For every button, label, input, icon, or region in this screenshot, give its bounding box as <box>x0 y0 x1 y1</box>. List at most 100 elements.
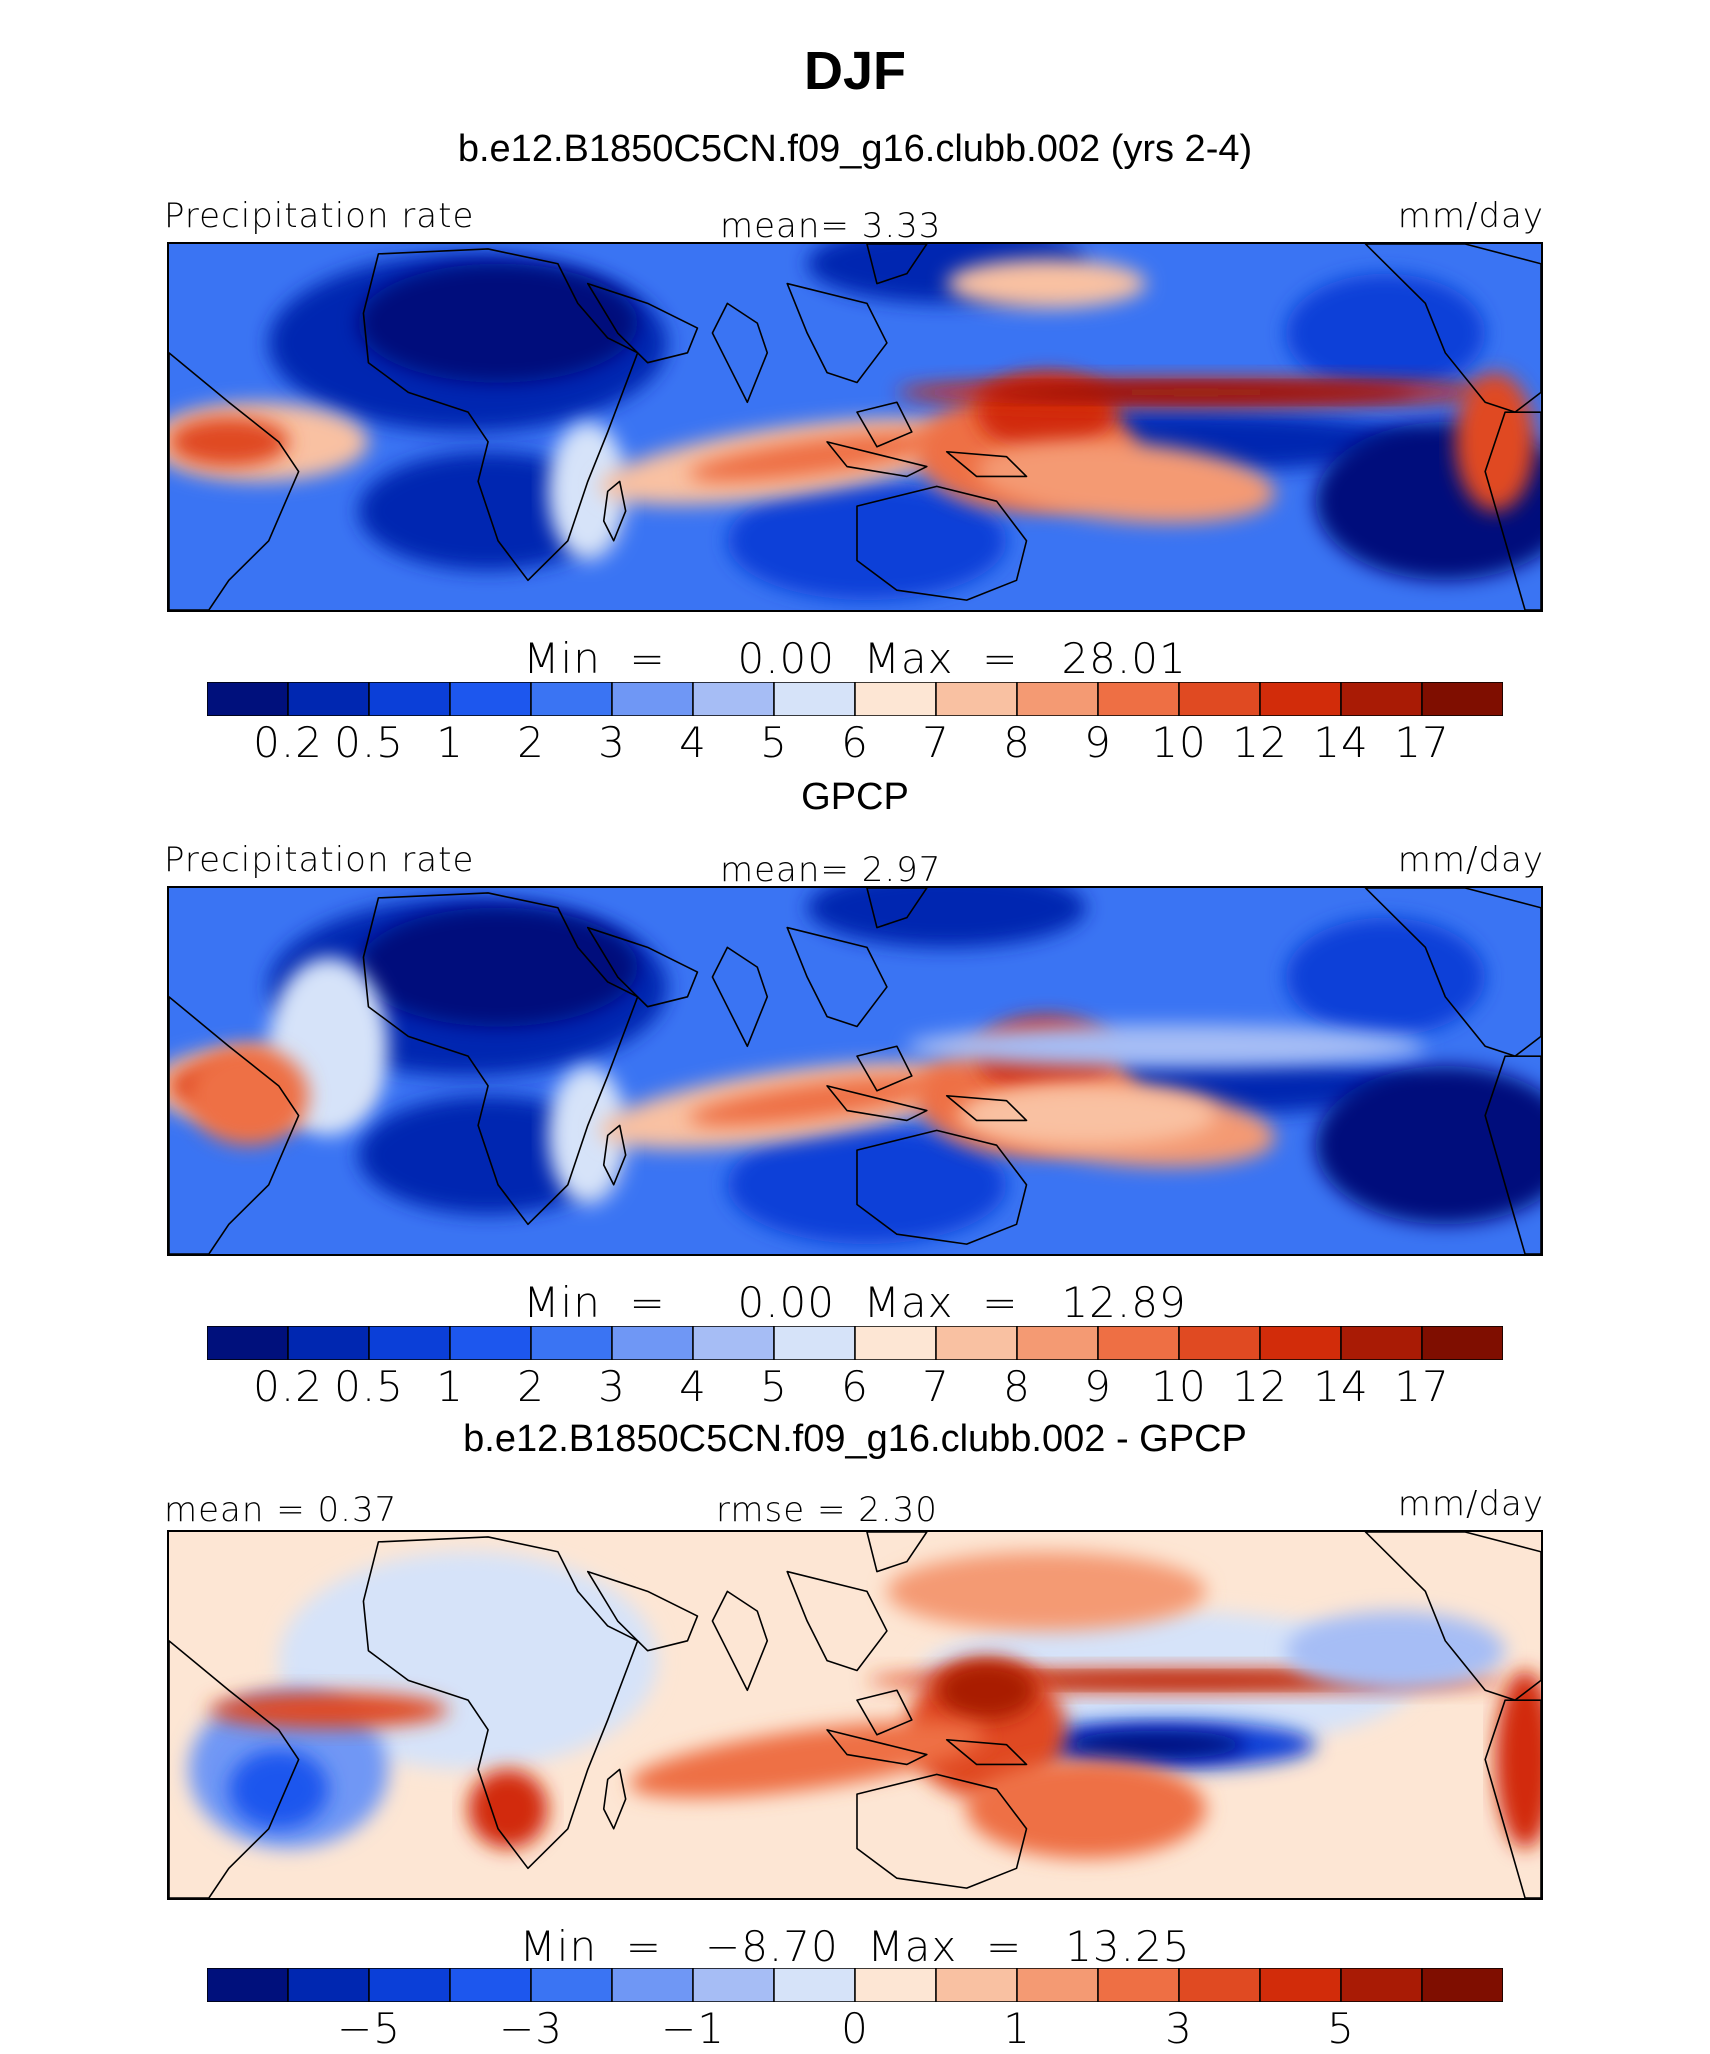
colorbar-box <box>287 1326 370 1360</box>
colorbar-box <box>449 1968 532 2002</box>
colorbar-tick-label: 9 <box>1084 718 1112 767</box>
colorbar-tick-label: 12 <box>1232 1362 1288 1411</box>
colorbar-tick-label: 4 <box>679 1362 707 1411</box>
colorbar-tick-label: 14 <box>1313 1362 1369 1411</box>
panel-2-colorbar-ticks: 0.2 0.5 1 2 3 4 5 6 7 8 9 10 12 14 17 <box>207 1362 1503 1412</box>
colorbar-tick-label: 5 <box>760 1362 788 1411</box>
panel-1-colorbar-ticks: 0.2 0.5 1 2 3 4 5 6 7 8 9 10 12 14 17 <box>207 718 1503 768</box>
colorbar-box <box>611 1326 694 1360</box>
colorbar-box <box>368 1968 451 2002</box>
colorbar-tick-label: 10 <box>1151 718 1207 767</box>
panel-1-map <box>167 242 1543 612</box>
panel-2-title: GPCP <box>801 776 909 818</box>
colorbar-box <box>935 682 1018 716</box>
panel-1-center-label: mean= 3.33 <box>720 206 942 246</box>
colorbar-box <box>207 682 289 716</box>
colorbar-tick-label: 0 <box>841 2004 869 2053</box>
panel-2-units: mm/day <box>1397 840 1544 880</box>
colorbar-box <box>449 1326 532 1360</box>
panel-1-units: mm/day <box>1397 196 1544 236</box>
colorbar-tick-label: 9 <box>1084 1362 1112 1411</box>
colorbar-tick-label: 2 <box>517 1362 545 1411</box>
colorbar-box <box>1016 1326 1099 1360</box>
colorbar-tick-label: 17 <box>1394 718 1450 767</box>
colorbar-box <box>1340 1968 1423 2002</box>
colorbar-box <box>1259 682 1342 716</box>
panel-2-left-label: Precipitation rate <box>164 840 475 880</box>
colorbar-tick-label: 12 <box>1232 718 1288 767</box>
colorbar-tick-label: −3 <box>499 2004 563 2053</box>
panel-2-map <box>167 886 1543 1256</box>
colorbar-box <box>1097 1968 1180 2002</box>
figure-title: DJF <box>803 41 906 101</box>
colorbar-box <box>692 1968 775 2002</box>
colorbar-box <box>207 1326 289 1360</box>
panel-3-colorbar-ticks: −5 −3 −1 0 1 3 5 <box>207 2004 1503 2054</box>
colorbar-tick-label: 14 <box>1313 718 1369 767</box>
colorbar-tick-label: 2 <box>517 718 545 767</box>
colorbar-box <box>530 1326 613 1360</box>
colorbar-box <box>854 1326 937 1360</box>
colorbar-box <box>935 1968 1018 2002</box>
colorbar-tick-label: 6 <box>841 718 869 767</box>
colorbar-tick-label: 3 <box>598 718 626 767</box>
panel-3-left-label: mean = 0.37 <box>164 1490 398 1530</box>
colorbar-tick-label: 1 <box>436 1362 464 1411</box>
panel-3-center-label: rmse = 2.30 <box>716 1490 938 1530</box>
panel-1-colorbar <box>207 682 1503 716</box>
colorbar-box <box>287 1968 370 2002</box>
panel-3-units: mm/day <box>1397 1484 1544 1524</box>
panel-3-map <box>167 1530 1543 1900</box>
colorbar-tick-label: 7 <box>922 1362 950 1411</box>
colorbar-box <box>1421 682 1503 716</box>
panel-3-title: b.e12.B1850C5CN.f09_g16.clubb.002 - GPCP <box>463 1418 1247 1460</box>
colorbar-box <box>854 1968 937 2002</box>
colorbar-tick-label: 0.5 <box>334 1362 404 1411</box>
colorbar-tick-label: 5 <box>1327 2004 1355 2053</box>
panel-2-stats: Min = 0.00 Max = 12.89 <box>523 1278 1187 1327</box>
colorbar-box <box>1016 1968 1099 2002</box>
colorbar-box <box>935 1326 1018 1360</box>
colorbar-box <box>854 682 937 716</box>
colorbar-tick-label: 3 <box>598 1362 626 1411</box>
colorbar-box <box>692 1326 775 1360</box>
colorbar-tick-label: 5 <box>760 718 788 767</box>
colorbar-box <box>530 682 613 716</box>
colorbar-tick-label: 10 <box>1151 1362 1207 1411</box>
colorbar-tick-label: 0.2 <box>253 718 323 767</box>
panel-2-center-label: mean= 2.97 <box>720 850 942 890</box>
colorbar-box <box>449 682 532 716</box>
colorbar-tick-label: 17 <box>1394 1362 1450 1411</box>
panel-3-colorbar <box>207 1968 1503 2002</box>
colorbar-tick-label: 0.5 <box>334 718 404 767</box>
colorbar-box <box>1340 1326 1423 1360</box>
colorbar-box <box>1097 682 1180 716</box>
colorbar-tick-label: 0.2 <box>253 1362 323 1411</box>
colorbar-box <box>1097 1326 1180 1360</box>
colorbar-box <box>368 1326 451 1360</box>
colorbar-box <box>1259 1326 1342 1360</box>
colorbar-box <box>368 682 451 716</box>
colorbar-box <box>692 682 775 716</box>
colorbar-tick-label: −1 <box>661 2004 725 2053</box>
colorbar-tick-label: 6 <box>841 1362 869 1411</box>
colorbar-tick-label: 8 <box>1003 1362 1031 1411</box>
colorbar-box <box>611 1968 694 2002</box>
colorbar-tick-label: 3 <box>1165 2004 1193 2053</box>
colorbar-box <box>530 1968 613 2002</box>
colorbar-box <box>773 1968 856 2002</box>
colorbar-tick-label: 7 <box>922 718 950 767</box>
colorbar-box <box>611 682 694 716</box>
panel-1-left-label: Precipitation rate <box>164 196 475 236</box>
colorbar-box <box>1259 1968 1342 2002</box>
colorbar-tick-label: −5 <box>337 2004 401 2053</box>
colorbar-box <box>1421 1326 1503 1360</box>
colorbar-tick-label: 8 <box>1003 718 1031 767</box>
colorbar-box <box>1178 682 1261 716</box>
colorbar-tick-label: 1 <box>436 718 464 767</box>
colorbar-box <box>1016 682 1099 716</box>
colorbar-box <box>207 1968 289 2002</box>
colorbar-box <box>773 1326 856 1360</box>
colorbar-box <box>287 682 370 716</box>
colorbar-tick-label: 1 <box>1003 2004 1031 2053</box>
